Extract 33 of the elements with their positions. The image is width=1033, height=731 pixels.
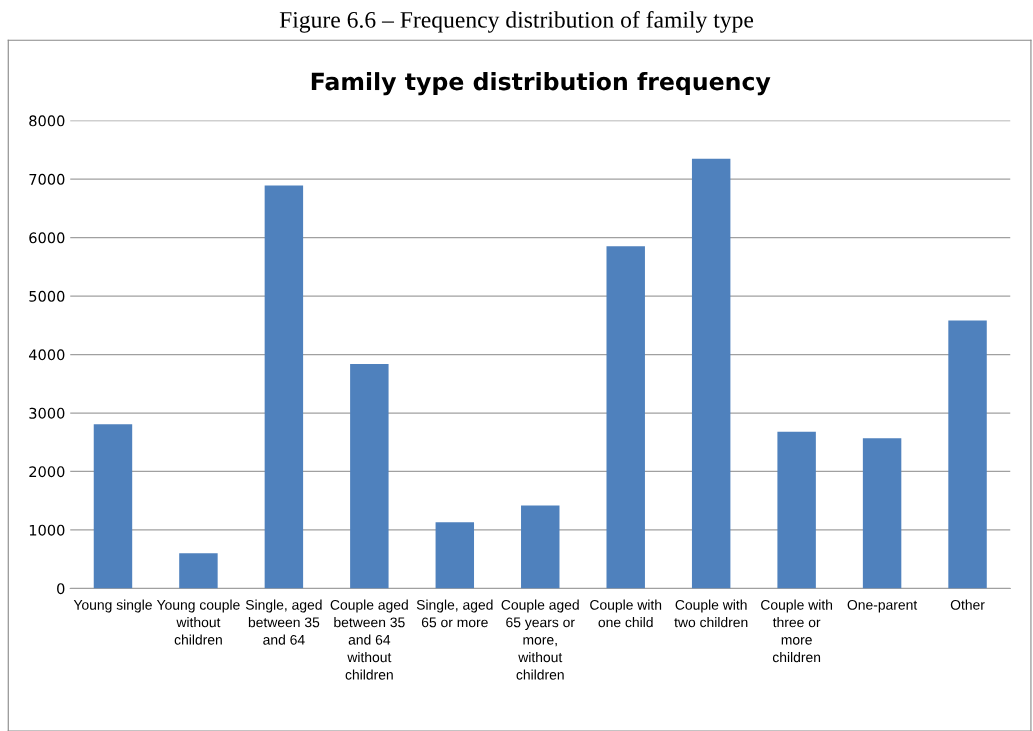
y-tick-label: 8000	[29, 115, 65, 127]
x-tick-label: Couple with two children	[674, 599, 748, 628]
y-tick-label: 2000	[29, 466, 65, 478]
x-tick-label: Young single	[73, 599, 152, 613]
bar	[521, 505, 560, 589]
bar	[606, 246, 645, 589]
bar	[350, 363, 389, 589]
bar	[93, 424, 133, 589]
y-tick-label: 3000	[29, 407, 65, 419]
y-tick-label: 7000	[29, 173, 65, 185]
x-tick-label: Couple with three or more children	[761, 599, 833, 663]
y-tick-label: 0	[57, 583, 65, 595]
y-tick-label: 5000	[29, 290, 65, 302]
x-tick-label: One-parent	[847, 599, 918, 613]
x-tick-label: Couple aged between 35 and 64 without children	[330, 599, 408, 680]
bar	[264, 185, 304, 589]
bar	[862, 438, 902, 589]
x-tick-label: Couple aged 65 years or more, without children	[501, 599, 579, 680]
x-tick-label: Couple with one child	[590, 599, 662, 628]
bar	[777, 431, 816, 589]
bar	[948, 320, 987, 589]
x-tick-label: Young couple without children	[156, 599, 240, 645]
y-tick-label: 6000	[29, 232, 65, 244]
bar	[435, 522, 475, 589]
x-tick-label: Other	[950, 599, 985, 610]
y-tick-label: 4000	[28, 349, 65, 361]
bar	[691, 158, 731, 589]
y-tick-label: 1000	[29, 524, 65, 536]
caption: Figure 6.6 – Frequency distribution of family type	[279, 10, 754, 33]
x-tick-label: Single, aged between 35 and 64	[245, 599, 322, 645]
x-tick-label: Single, aged 65 or more	[416, 599, 493, 628]
chart-title: Family type distribution frequency	[311, 72, 771, 96]
bar	[179, 553, 218, 589]
